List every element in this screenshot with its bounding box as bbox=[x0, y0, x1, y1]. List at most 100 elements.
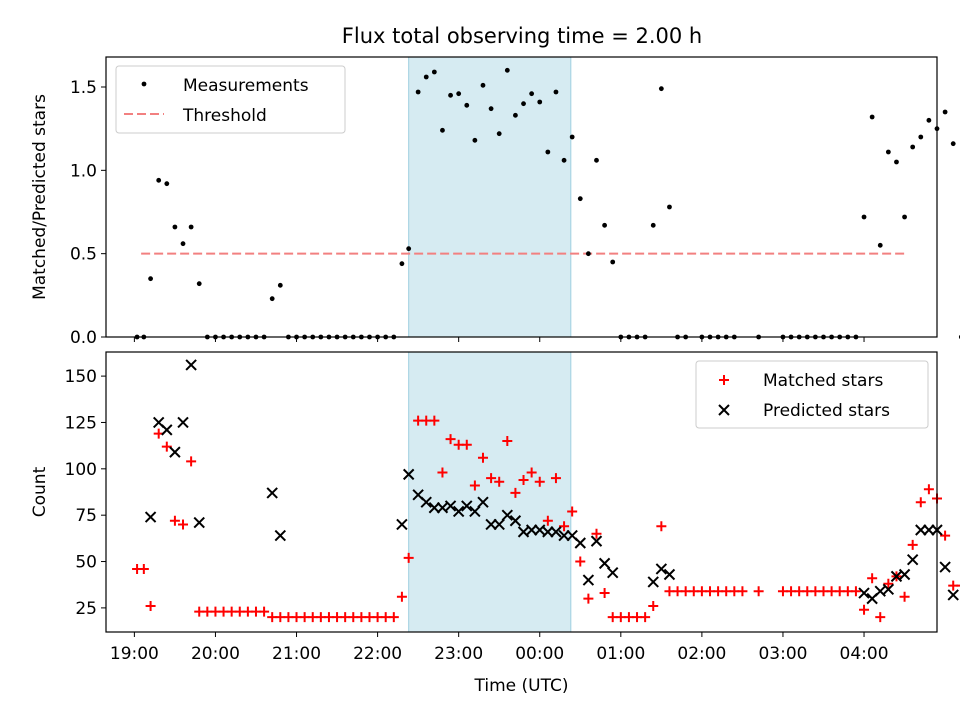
matched-star-point bbox=[550, 473, 561, 484]
matched-star-point bbox=[883, 578, 894, 589]
measurement-point bbox=[269, 296, 275, 302]
predicted-star-point bbox=[185, 359, 197, 371]
matched-star-point bbox=[923, 484, 934, 495]
panel1-ylabel: Count bbox=[30, 466, 50, 517]
measurement-point bbox=[950, 141, 956, 147]
panel1-axes-frame bbox=[105, 351, 938, 633]
predicted-star-point bbox=[177, 416, 189, 429]
measurement-point bbox=[545, 149, 551, 155]
matched-star-point bbox=[850, 586, 861, 597]
matched-star-point bbox=[559, 521, 570, 532]
measurement-point bbox=[877, 242, 883, 248]
matched-star-point bbox=[915, 497, 926, 508]
matched-star-point bbox=[859, 604, 870, 615]
matched-star-point bbox=[259, 606, 270, 617]
xtick-label: 23:00 bbox=[434, 644, 483, 664]
predicted-star-point bbox=[169, 446, 181, 458]
measurement-point bbox=[180, 241, 186, 247]
predicted-star-point bbox=[477, 496, 489, 508]
predicted-star-point bbox=[461, 500, 473, 512]
measurement-point bbox=[423, 74, 429, 80]
predicted-star-point bbox=[915, 524, 927, 536]
measurement-point bbox=[894, 159, 899, 165]
measurement-point bbox=[277, 282, 283, 288]
panel1-series-0 bbox=[132, 415, 960, 623]
legend-label: Threshold bbox=[182, 106, 267, 126]
panel0-ytick-label: 1.0 bbox=[70, 161, 97, 181]
xtick-label: 03:00 bbox=[758, 644, 807, 664]
matched-star-point bbox=[486, 473, 497, 484]
legend-marker-measurements bbox=[141, 81, 147, 87]
matched-star-point bbox=[461, 439, 472, 450]
matched-star-point bbox=[867, 573, 878, 584]
measurement-point bbox=[577, 196, 583, 202]
predicted-star-point bbox=[274, 529, 287, 542]
measurement-point bbox=[902, 214, 907, 220]
predicted-star-point bbox=[550, 526, 562, 538]
measurement-point bbox=[942, 109, 948, 115]
matched-star-point bbox=[437, 467, 448, 478]
top-panel: 0.0 0.5 1.0 1.5 Matched/Predicted stars Measu… bbox=[30, 56, 960, 348]
predicted-star-point bbox=[882, 583, 895, 596]
matched-star-point bbox=[583, 593, 594, 604]
matched-star-point bbox=[178, 519, 189, 530]
matched-star-point bbox=[940, 530, 951, 541]
predicted-star-point bbox=[574, 537, 586, 549]
bottom-legend-box bbox=[695, 360, 929, 429]
measurement-point bbox=[399, 261, 405, 267]
measurement-point bbox=[513, 112, 518, 118]
chart-title: Flux total observing time = 2.00 h bbox=[342, 24, 702, 48]
panel1-ytick-label: 125 bbox=[65, 413, 97, 433]
measurement-point bbox=[456, 91, 462, 97]
xtick-label: 00:00 bbox=[515, 644, 564, 664]
measurement-point bbox=[650, 222, 656, 228]
predicted-star-point bbox=[469, 505, 481, 518]
xtick-label: 22:00 bbox=[353, 644, 402, 664]
predicted-star-point bbox=[858, 587, 870, 599]
measurement-point bbox=[602, 222, 607, 228]
measurement-point bbox=[504, 67, 510, 73]
predicted-star-point bbox=[444, 500, 457, 512]
top-legend-box bbox=[115, 65, 346, 134]
legend-marker-predicted bbox=[718, 404, 730, 416]
measurement-point bbox=[440, 127, 445, 133]
predicted-star-point bbox=[906, 553, 919, 566]
panel0-axes-frame bbox=[105, 56, 938, 338]
measurement-point bbox=[861, 214, 867, 220]
measurement-point bbox=[918, 134, 924, 140]
measurement-point bbox=[537, 99, 543, 105]
panel0-ytick-label: 1.5 bbox=[70, 78, 97, 98]
panel1-shaded-interval bbox=[408, 351, 572, 633]
panel1-ytick-label: 150 bbox=[65, 367, 97, 387]
predicted-star-point bbox=[509, 515, 522, 527]
matched-star-point bbox=[169, 515, 180, 526]
predicted-star-point bbox=[428, 502, 441, 514]
panel1-series-1 bbox=[144, 359, 959, 605]
predicted-star-point bbox=[493, 518, 505, 531]
xtick-label: 19:00 bbox=[110, 644, 159, 664]
matched-star-point bbox=[656, 521, 667, 532]
panel0-shaded-interval bbox=[408, 56, 572, 338]
measurement-point bbox=[431, 69, 437, 75]
matched-star-point bbox=[161, 441, 172, 452]
measurement-point bbox=[196, 281, 202, 287]
measurement-point bbox=[529, 91, 535, 97]
matched-star-point bbox=[899, 591, 910, 602]
measurement-point bbox=[406, 246, 412, 252]
predicted-star-point bbox=[420, 496, 432, 508]
predicted-star-point bbox=[144, 511, 157, 523]
predicted-star-point bbox=[947, 589, 959, 601]
predicted-star-point bbox=[606, 566, 619, 579]
matched-star-point bbox=[542, 515, 553, 526]
measurement-point bbox=[480, 82, 486, 88]
top-legend: Measurements Threshold bbox=[115, 65, 346, 134]
matched-star-point bbox=[737, 586, 748, 597]
matched-star-point bbox=[875, 612, 886, 623]
matched-star-point bbox=[567, 506, 578, 517]
matched-star-point bbox=[502, 436, 513, 447]
matched-star-point bbox=[510, 487, 521, 498]
legend-label: Measurements bbox=[183, 76, 309, 96]
matched-star-point bbox=[591, 528, 602, 539]
predicted-star-point bbox=[485, 518, 497, 531]
